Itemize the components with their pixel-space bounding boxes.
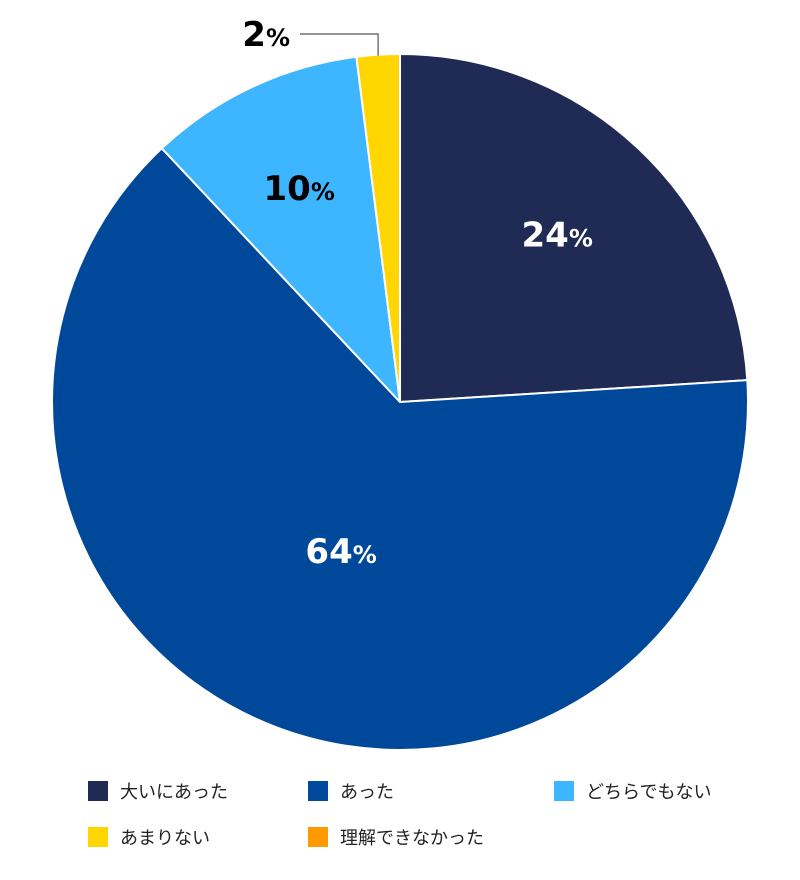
pie-slice-0 (399, 53, 749, 403)
legend: 大いにあった あった どちらでもない あまりない 理解できなかった (88, 778, 768, 868)
legend-item: あった (308, 778, 394, 804)
legend-item: どちらでもない (554, 778, 711, 804)
legend-label: 大いにあった (120, 782, 228, 803)
pie-slice-2 (160, 55, 401, 403)
leader-line-3 (300, 33, 379, 56)
legend-swatch (88, 827, 108, 847)
legend-label: あまりない (120, 828, 210, 849)
legend-item: あまりない (88, 824, 210, 850)
pie-slice-1 (51, 147, 749, 752)
data-label-1: 64% (305, 532, 376, 572)
legend-label: どちらでもない (586, 782, 712, 803)
legend-swatch (308, 827, 328, 847)
data-label-3: 2% (242, 15, 290, 55)
legend-label: あった (340, 782, 394, 803)
legend-label: 理解できなかった (340, 828, 484, 849)
legend-item: 大いにあった (88, 778, 228, 804)
data-labels: 24% 64% 10% 2% (242, 15, 593, 572)
pie-slices (51, 53, 749, 752)
legend-item: 理解できなかった (308, 824, 484, 850)
pie-chart: 24% 64% 10% 2% (51, 15, 749, 752)
legend-swatch (308, 781, 328, 801)
data-label-2: 10% (264, 169, 335, 209)
leader-lines (300, 33, 379, 56)
legend-swatch (88, 781, 108, 801)
legend-swatch (554, 781, 574, 801)
data-label-0: 24% (522, 216, 593, 256)
